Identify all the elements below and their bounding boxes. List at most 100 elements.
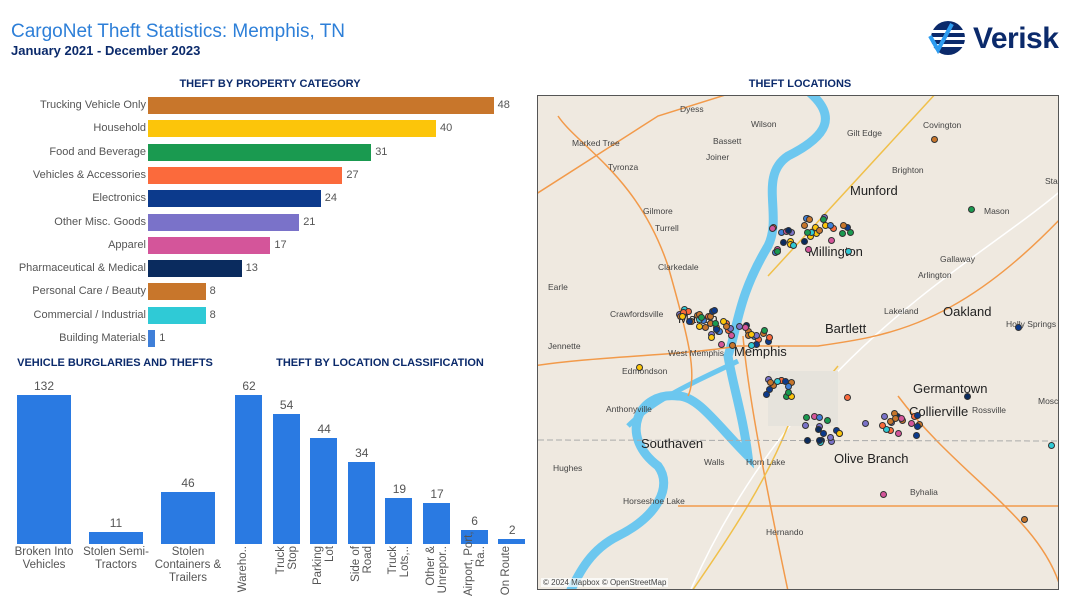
theft-location-marker[interactable]	[1048, 442, 1055, 449]
theft-location-marker[interactable]	[712, 319, 719, 327]
theft-location-marker[interactable]	[800, 238, 808, 246]
theft-location-marker[interactable]	[815, 436, 823, 444]
theft-location-marker[interactable]	[804, 228, 812, 236]
theft-location-marker[interactable]	[728, 342, 736, 350]
theft-location-marker[interactable]	[708, 333, 716, 341]
theft-location-marker[interactable]	[815, 414, 823, 422]
place-label: Hernando	[766, 527, 804, 537]
theft-location-marker[interactable]	[886, 418, 894, 426]
theft-location-marker[interactable]	[1015, 324, 1022, 331]
theft-location-marker[interactable]	[827, 236, 835, 244]
theft-location-marker[interactable]	[785, 226, 793, 234]
theft-location-marker[interactable]	[862, 420, 869, 427]
map-attribution[interactable]: © 2024 Mapbox © OpenStreetMap	[541, 578, 669, 587]
place-label: Dyess	[680, 104, 704, 114]
bar	[148, 190, 321, 208]
theft-location-marker[interactable]	[720, 317, 728, 325]
theft-location-marker[interactable]	[789, 241, 797, 249]
theft-location-marker[interactable]	[766, 385, 774, 393]
theft-location-marker[interactable]	[883, 426, 891, 434]
theft-location-marker[interactable]	[804, 245, 812, 253]
page-title: CargoNet Theft Statistics: Memphis, TN	[11, 21, 346, 42]
theft-location-marker[interactable]	[773, 377, 781, 385]
theft-location-marker[interactable]	[784, 388, 792, 396]
theft-location-marker[interactable]	[814, 425, 822, 433]
place-label: Wilson	[751, 119, 777, 129]
theft-location-marker[interactable]	[696, 323, 704, 331]
bar	[385, 498, 413, 544]
bar	[148, 143, 372, 161]
theft-location-marker[interactable]	[636, 364, 643, 371]
theft-location-marker[interactable]	[824, 416, 832, 424]
theft-location-marker[interactable]	[897, 414, 905, 422]
theft-location-marker[interactable]	[710, 307, 718, 315]
theft-location-marker[interactable]	[880, 491, 887, 498]
theft-location-marker[interactable]	[820, 216, 828, 224]
theft-location-marker[interactable]	[717, 341, 725, 349]
interstate-55-north	[557, 115, 693, 397]
theft-location-marker[interactable]	[805, 216, 813, 223]
theft-location-marker[interactable]	[728, 332, 736, 340]
theft-location-marker[interactable]	[914, 411, 921, 419]
theft-location-marker[interactable]	[914, 423, 922, 431]
interstate-40	[538, 220, 1058, 367]
category-label: Food and Beverage	[49, 145, 146, 158]
theft-location-marker[interactable]	[801, 422, 809, 430]
theft-location-marker[interactable]	[1021, 516, 1028, 523]
theft-location-marker[interactable]	[838, 229, 846, 237]
bar	[148, 260, 242, 278]
data-label: 8	[209, 308, 216, 321]
place-label: Clarkedale	[658, 262, 699, 272]
place-label: Holly Springs	[1006, 319, 1057, 329]
theft-location-marker[interactable]	[816, 227, 824, 235]
date-range-subtitle: January 2021 - December 2023	[11, 43, 201, 58]
place-label: Jennette	[548, 341, 581, 351]
theft-locations-map[interactable]: Dyess Wilson Bassett Marked Tree Joiner Tyron…	[537, 95, 1059, 590]
place-label: Edmondson	[622, 366, 668, 376]
place-label: West Memphis	[668, 348, 725, 358]
data-label: 46	[181, 476, 195, 491]
theft-location-marker[interactable]	[697, 314, 705, 322]
theft-location-marker[interactable]	[881, 412, 889, 420]
theft-location-marker[interactable]	[748, 342, 756, 350]
place-label: Olive Branch	[834, 451, 909, 466]
theft-location-marker[interactable]	[742, 324, 750, 332]
theft-location-marker[interactable]	[678, 312, 686, 320]
place-label: Rossville	[972, 405, 1007, 415]
theft-location-marker[interactable]	[835, 430, 843, 438]
theft-location-marker[interactable]	[780, 239, 788, 247]
theft-location-marker[interactable]	[907, 419, 915, 427]
place-label: Bassett	[713, 136, 742, 146]
theft-location-marker[interactable]	[819, 430, 827, 438]
theft-location-marker[interactable]	[827, 433, 835, 441]
category-label: Airport, Port, Ra..	[462, 531, 487, 596]
theft-location-marker[interactable]	[845, 248, 853, 256]
theft-location-marker[interactable]	[894, 430, 902, 438]
theft-location-marker[interactable]	[768, 225, 776, 233]
data-label: 27	[346, 168, 359, 181]
theft-location-marker[interactable]	[761, 327, 769, 335]
bar	[148, 283, 206, 301]
theft-location-marker[interactable]	[913, 431, 921, 439]
place-label: Crawfordsville	[610, 309, 664, 319]
theft-location-marker[interactable]	[968, 206, 975, 213]
theft-location-marker[interactable]	[826, 221, 834, 229]
theft-location-marker[interactable]	[774, 248, 782, 256]
theft-location-marker[interactable]	[879, 421, 887, 429]
theft-location-marker[interactable]	[844, 394, 851, 401]
theft-location-marker[interactable]	[713, 326, 721, 334]
bar	[272, 414, 300, 544]
theft-location-marker[interactable]	[685, 318, 693, 326]
theft-location-marker[interactable]	[839, 221, 847, 229]
theft-location-marker[interactable]	[804, 437, 812, 445]
theft-location-marker[interactable]	[747, 330, 755, 338]
data-label: 54	[279, 398, 294, 413]
theft-location-marker[interactable]	[802, 413, 810, 421]
bar	[460, 529, 488, 544]
place-label: Horseshoe Lake	[623, 496, 685, 506]
theft-location-marker[interactable]	[931, 136, 938, 143]
theft-location-marker[interactable]	[765, 333, 773, 341]
theft-location-marker[interactable]	[964, 393, 971, 400]
theft-location-marker[interactable]	[763, 391, 771, 399]
place-label: Joiner	[706, 152, 730, 162]
